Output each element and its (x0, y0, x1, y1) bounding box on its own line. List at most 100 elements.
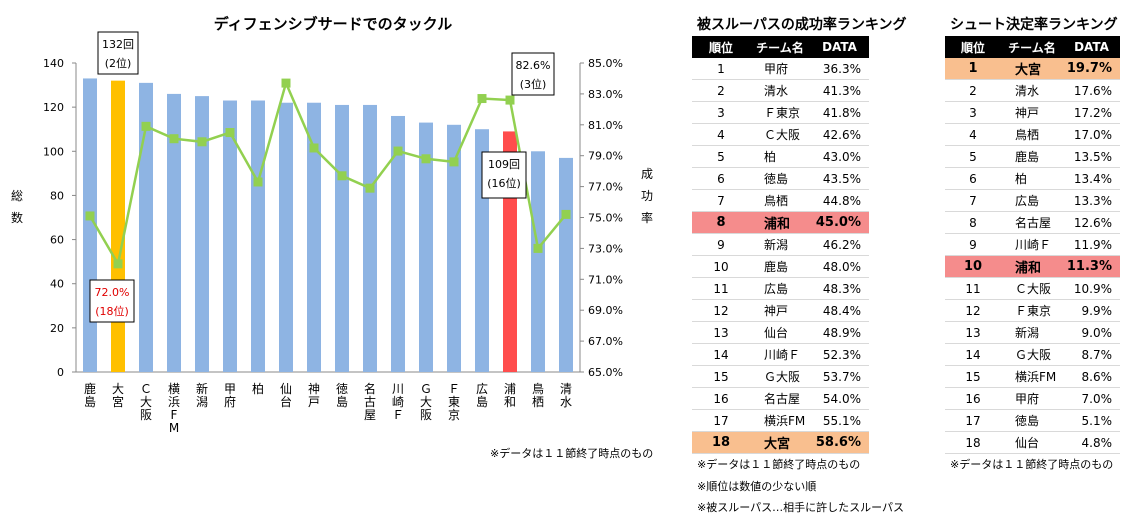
right-tick-label: 85.0% (588, 57, 623, 70)
rank-cell: 4 (692, 123, 750, 146)
team-cell: 徳島 (750, 167, 810, 190)
team-cell: 鹿島 (750, 255, 810, 278)
bar-5 (223, 100, 237, 373)
category-label: 仙台 (280, 382, 292, 409)
table-row: 9 新潟 46.2% (692, 233, 869, 256)
rank-cell: 10 (945, 255, 1001, 278)
bar-17 (559, 157, 573, 372)
data-cell: 19.7% (1063, 58, 1120, 80)
rank-cell: 14 (945, 343, 1001, 366)
data-cell: 13.5% (1063, 145, 1120, 168)
team-cell: 柏 (750, 145, 810, 168)
line-point-0 (85, 211, 95, 221)
pass-note-1: ※データは１１節終了時点のもの (697, 458, 861, 471)
data-cell: 52.3% (810, 343, 869, 366)
team-cell: 浦和 (1001, 255, 1063, 278)
bar-13 (447, 124, 461, 372)
callout-text: (18位) (95, 304, 129, 318)
bar-6 (251, 100, 265, 373)
rank-cell: 2 (692, 79, 750, 102)
data-cell: 44.8% (810, 189, 869, 212)
data-cell: 4.8% (1063, 431, 1120, 454)
rank-cell: 8 (945, 211, 1001, 234)
rank-cell: 6 (945, 167, 1001, 190)
table-row: 5 柏 43.0% (692, 145, 869, 168)
category-label: 鹿島 (84, 381, 96, 409)
data-cell: 43.5% (810, 167, 869, 190)
data-cell: 41.8% (810, 101, 869, 124)
table-row: 15 横浜FM 8.6% (945, 365, 1120, 388)
line-point-4 (197, 137, 207, 147)
callout-box-3 (89, 279, 135, 323)
right-tick-label: 81.0% (588, 119, 623, 132)
rank-cell: 7 (692, 189, 750, 212)
table-row: 16 名古屋 54.0% (692, 387, 869, 410)
team-cell: Ｆ東京 (750, 101, 810, 124)
table-row: 4 Ｃ大阪 42.6% (692, 123, 869, 146)
data-cell: 43.0% (810, 145, 869, 168)
rank-cell: 13 (945, 321, 1001, 344)
line-point-5 (225, 128, 235, 138)
left-tick-label: 120 (43, 101, 64, 114)
team-cell: 名古屋 (750, 387, 810, 410)
shoot-table-title: シュート決定率ランキング (950, 17, 1118, 33)
left-axis-title: 総数 (11, 189, 23, 225)
table-row: 5 鹿島 13.5% (945, 145, 1120, 168)
category-label: Ｃ大阪 (140, 382, 152, 422)
table-row: 18 大宮 58.6% (692, 431, 869, 454)
category-label: 柏 (252, 381, 264, 396)
bar-2 (139, 82, 153, 372)
right-tick-label: 79.0% (588, 150, 623, 163)
category-label: 鳥栖 (532, 381, 544, 409)
callout-box-1 (511, 52, 555, 96)
rank-cell: 15 (945, 365, 1001, 388)
left-tick-label: 100 (43, 145, 64, 158)
right-tick-label: 67.0% (588, 335, 623, 348)
category-label: 徳島 (336, 381, 348, 409)
table-row: 12 神戸 48.4% (692, 299, 869, 322)
data-cell: 36.3% (810, 58, 869, 80)
line-point-17 (561, 209, 571, 219)
table-row: 12 Ｆ東京 9.9% (945, 299, 1120, 322)
line-point-2 (141, 121, 151, 131)
right-tick-label: 77.0% (588, 181, 623, 194)
data-cell: 17.0% (1063, 123, 1120, 146)
data-cell: 12.6% (1063, 211, 1120, 234)
table-row: 17 横浜FM 55.1% (692, 409, 869, 432)
data-cell: 8.7% (1063, 343, 1120, 366)
right-tick-label: 75.0% (588, 212, 623, 225)
callout-text: (2位) (105, 56, 132, 70)
callout-box-0 (97, 31, 139, 75)
success-rate-line (88, 79, 567, 268)
data-cell: 10.9% (1063, 277, 1120, 300)
team-cell: 新潟 (1001, 321, 1063, 344)
data-cell: 13.3% (1063, 189, 1120, 212)
line-point-1 (113, 259, 123, 269)
rank-cell: 12 (945, 299, 1001, 322)
shoot-ranking-table: 順位 チーム名 DATA 1 大宮 19.7% 2 清水 17.6% 3 神戸 17.2% 4 鳥栖… (945, 36, 1120, 454)
line-point-8 (309, 143, 319, 153)
bar-16 (531, 151, 545, 372)
pass-note-3: ※被スルーパス…相手に許したスルーパス (697, 501, 904, 514)
left-tick-label: 20 (50, 322, 64, 335)
data-cell: 53.7% (810, 365, 869, 388)
data-cell: 48.9% (810, 321, 869, 344)
table-row: 10 鹿島 48.0% (692, 255, 869, 278)
table-row: 18 仙台 4.8% (945, 431, 1120, 454)
rank-cell: 5 (692, 145, 750, 168)
category-label: 甲府 (224, 382, 236, 409)
right-tick-label: 65.0% (588, 366, 623, 379)
table-row: 1 甲府 36.3% (692, 58, 869, 80)
table-row: 8 名古屋 12.6% (945, 211, 1120, 234)
team-cell: 横浜FM (750, 409, 810, 432)
category-label: Ｆ東京 (448, 382, 460, 422)
team-cell: 仙台 (1001, 431, 1063, 454)
callout-text: 109回 (488, 158, 520, 171)
team-cell: Ｆ東京 (1001, 299, 1063, 322)
line-point-6 (253, 177, 263, 187)
data-cell: 5.1% (1063, 409, 1120, 432)
table-row: 7 鳥栖 44.8% (692, 189, 869, 212)
bar-12 (419, 122, 433, 372)
category-label: 神戸 (308, 382, 320, 409)
data-cell: 48.4% (810, 299, 869, 322)
